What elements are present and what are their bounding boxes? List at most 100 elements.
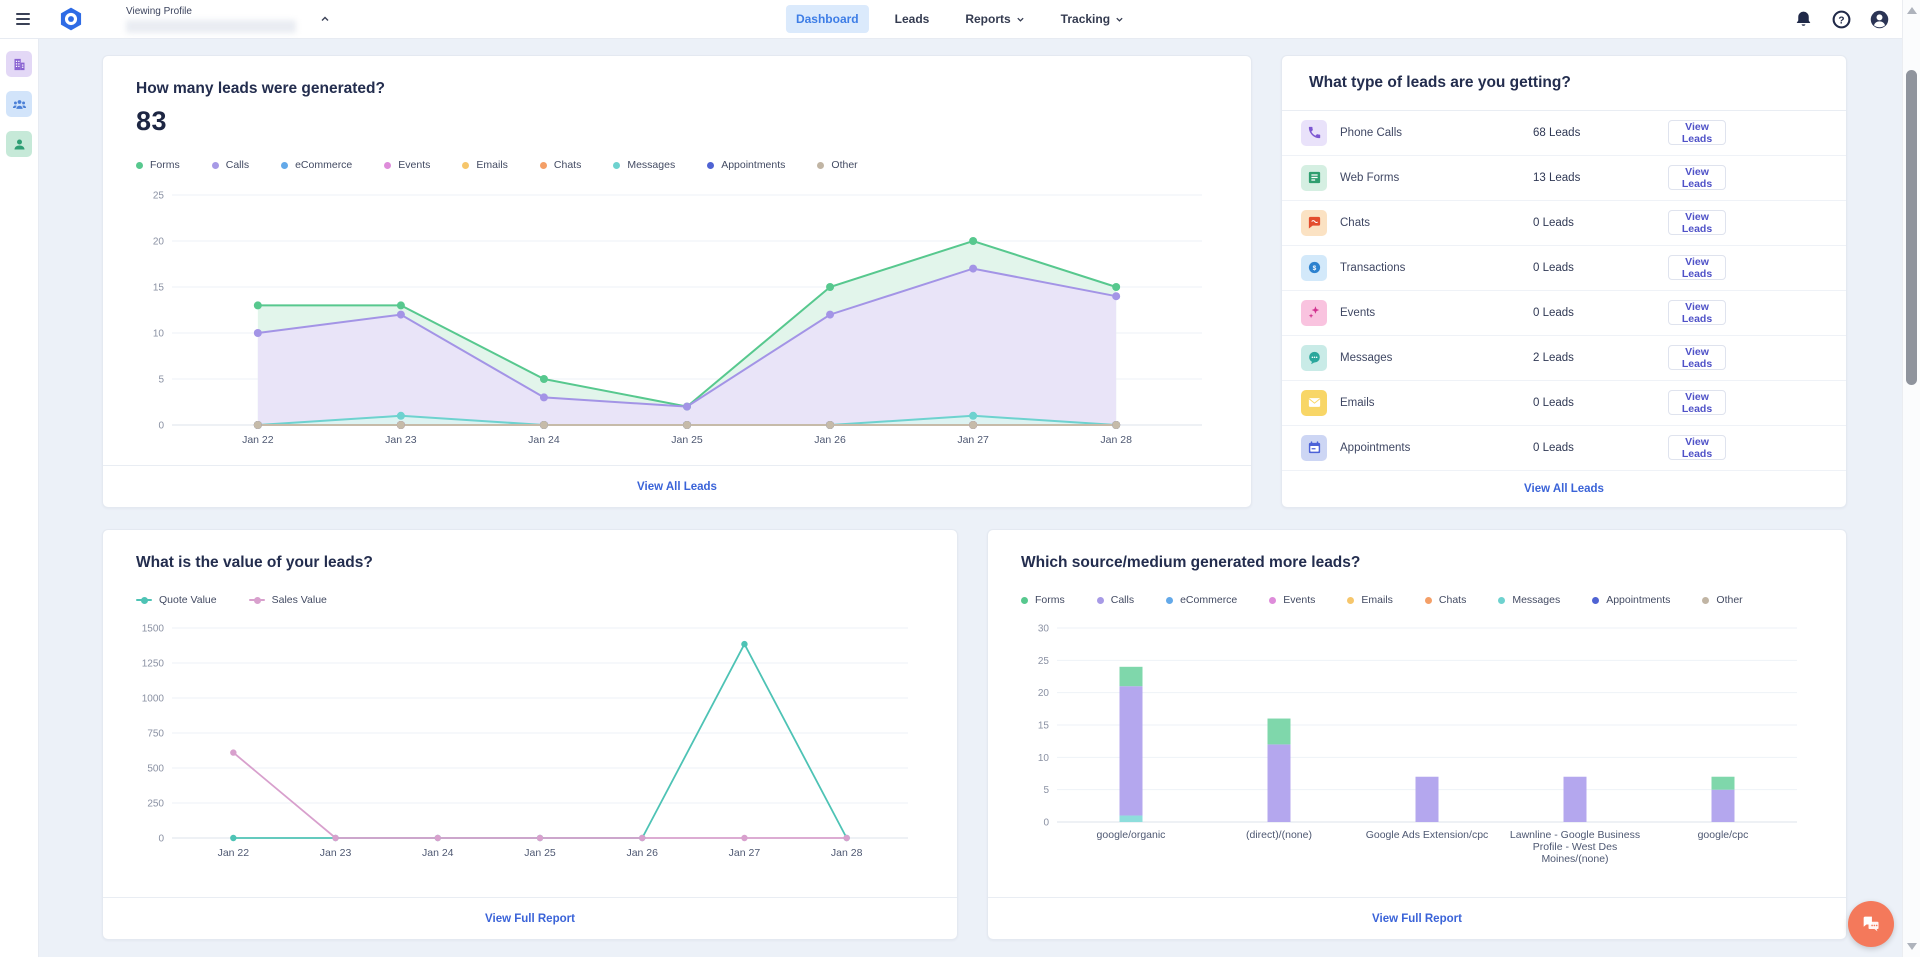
legend-item: Forms	[136, 159, 180, 171]
lead-type-label: Events	[1340, 307, 1533, 319]
svg-text:$: $	[1312, 265, 1316, 272]
legend-dot-icon	[540, 162, 547, 169]
chat-widget-button[interactable]	[1848, 901, 1894, 947]
main-content: How many leads were generated? 83 Forms …	[39, 39, 1902, 957]
sidebar-item-profile[interactable]	[6, 131, 32, 157]
lead-type-row: Chats 0 Leads View Leads	[1282, 201, 1846, 246]
lead-type-label: Appointments	[1340, 442, 1533, 454]
lead-type-row: Phone Calls 68 Leads View Leads	[1282, 111, 1846, 156]
scroll-up-arrow-icon[interactable]	[1907, 7, 1917, 14]
svg-text:5: 5	[1043, 785, 1049, 796]
legend-line-icon	[249, 599, 265, 601]
svg-text:20: 20	[153, 237, 165, 248]
svg-text:Jan 27: Jan 27	[729, 847, 761, 859]
email-icon	[1301, 390, 1327, 416]
chevron-up-icon	[320, 14, 330, 24]
svg-text:250: 250	[147, 799, 164, 810]
legend-dot-icon	[1269, 597, 1276, 604]
card-title: What type of leads are you getting?	[1309, 74, 1571, 92]
lead-value-chart: 0250500750100012501500Jan 22Jan 23Jan 24…	[136, 616, 924, 864]
svg-text:?: ?	[1838, 15, 1844, 26]
legend-dot-icon	[1425, 597, 1432, 604]
help-icon[interactable]: ?	[1831, 9, 1852, 30]
legend-item: Appointments	[707, 159, 785, 171]
svg-text:Google Ads Extension/cpc: Google Ads Extension/cpc	[1366, 829, 1489, 841]
svg-text:25: 25	[1038, 656, 1050, 667]
legend-item: Other	[817, 159, 857, 171]
legend-item: Calls	[1097, 594, 1134, 606]
view-full-report-link[interactable]: View Full Report	[1372, 913, 1462, 925]
view-leads-button[interactable]: View Leads	[1668, 435, 1726, 460]
view-leads-button[interactable]: View Leads	[1668, 300, 1726, 325]
notifications-bell-icon[interactable]	[1793, 9, 1814, 30]
view-leads-button[interactable]: View Leads	[1668, 390, 1726, 415]
svg-text:Jan 27: Jan 27	[957, 434, 989, 446]
lead-type-row: Messages 2 Leads View Leads	[1282, 336, 1846, 381]
tab-reports[interactable]: Reports	[955, 5, 1034, 33]
svg-text:0: 0	[158, 834, 164, 845]
chat-bubbles-icon	[1860, 913, 1882, 935]
tab-tracking[interactable]: Tracking	[1051, 5, 1134, 33]
svg-text:10: 10	[1038, 753, 1050, 764]
scrollbar-thumb[interactable]	[1906, 70, 1917, 385]
view-leads-button[interactable]: View Leads	[1668, 165, 1726, 190]
lead-type-label: Emails	[1340, 397, 1533, 409]
legend-dot-icon	[1097, 597, 1104, 604]
tab-leads[interactable]: Leads	[885, 5, 940, 33]
view-all-leads-link[interactable]: View All Leads	[1524, 483, 1604, 495]
sidebar-item-company[interactable]	[6, 51, 32, 77]
svg-text:10: 10	[153, 329, 165, 340]
legend-dot-icon	[817, 162, 824, 169]
svg-text:Jan 24: Jan 24	[422, 847, 454, 859]
view-full-report-link[interactable]: View Full Report	[485, 913, 575, 925]
scroll-down-arrow-icon[interactable]	[1907, 943, 1917, 950]
svg-text:15: 15	[153, 283, 165, 294]
svg-text:750: 750	[147, 729, 164, 740]
svg-text:5: 5	[158, 375, 164, 386]
card-leads-generated: How many leads were generated? 83 Forms …	[102, 55, 1252, 508]
view-leads-button[interactable]: View Leads	[1668, 210, 1726, 235]
legend-item: Chats	[1425, 594, 1466, 606]
view-leads-button[interactable]: View Leads	[1668, 345, 1726, 370]
card-lead-value: What is the value of your leads? Quote V…	[102, 529, 958, 940]
vertical-scrollbar[interactable]	[1902, 0, 1920, 957]
sidebar-item-team[interactable]	[6, 91, 32, 117]
legend-item: Messages	[1498, 594, 1560, 606]
tab-dashboard[interactable]: Dashboard	[786, 5, 869, 33]
leads-generated-chart: 0510152025Jan 22Jan 23Jan 24Jan 25Jan 26…	[136, 183, 1218, 451]
legend-item: Events	[1269, 594, 1315, 606]
lead-type-count: 13 Leads	[1533, 172, 1668, 184]
legend-item: Sales Value	[249, 594, 327, 606]
total-leads-count: 83	[136, 106, 1218, 137]
view-all-leads-link[interactable]: View All Leads	[637, 481, 717, 493]
svg-text:Moines/(none): Moines/(none)	[1541, 853, 1608, 865]
lead-type-label: Chats	[1340, 217, 1533, 229]
svg-text:1000: 1000	[142, 694, 165, 705]
svg-text:Jan 28: Jan 28	[831, 847, 863, 859]
svg-text:Profile - West Des: Profile - West Des	[1533, 841, 1617, 853]
lead-type-row: Emails 0 Leads View Leads	[1282, 381, 1846, 426]
topbar-actions: ?	[1793, 9, 1890, 30]
svg-text:Jan 26: Jan 26	[814, 434, 846, 446]
legend-item: Messages	[613, 159, 675, 171]
message-icon	[1301, 345, 1327, 371]
lead-type-label: Web Forms	[1340, 172, 1533, 184]
card-title: What is the value of your leads?	[136, 554, 924, 572]
view-leads-button[interactable]: View Leads	[1668, 255, 1726, 280]
hamburger-menu-icon[interactable]	[10, 6, 36, 32]
lead-type-label: Messages	[1340, 352, 1533, 364]
chevron-down-icon	[1016, 15, 1025, 24]
user-avatar-icon[interactable]	[1869, 9, 1890, 30]
legend-dot-icon	[1347, 597, 1354, 604]
legend-item: eCommerce	[281, 159, 352, 171]
svg-text:Jan 24: Jan 24	[528, 434, 560, 446]
svg-text:Jan 28: Jan 28	[1100, 434, 1132, 446]
legend-dot-icon	[613, 162, 620, 169]
viewing-profile-dropdown[interactable]: Viewing Profile	[126, 6, 330, 33]
legend-item: Calls	[212, 159, 249, 171]
app-logo-icon[interactable]	[58, 6, 84, 32]
form-icon	[1301, 165, 1327, 191]
users-group-icon	[12, 97, 27, 112]
svg-text:Jan 25: Jan 25	[524, 847, 556, 859]
view-leads-button[interactable]: View Leads	[1668, 120, 1726, 145]
